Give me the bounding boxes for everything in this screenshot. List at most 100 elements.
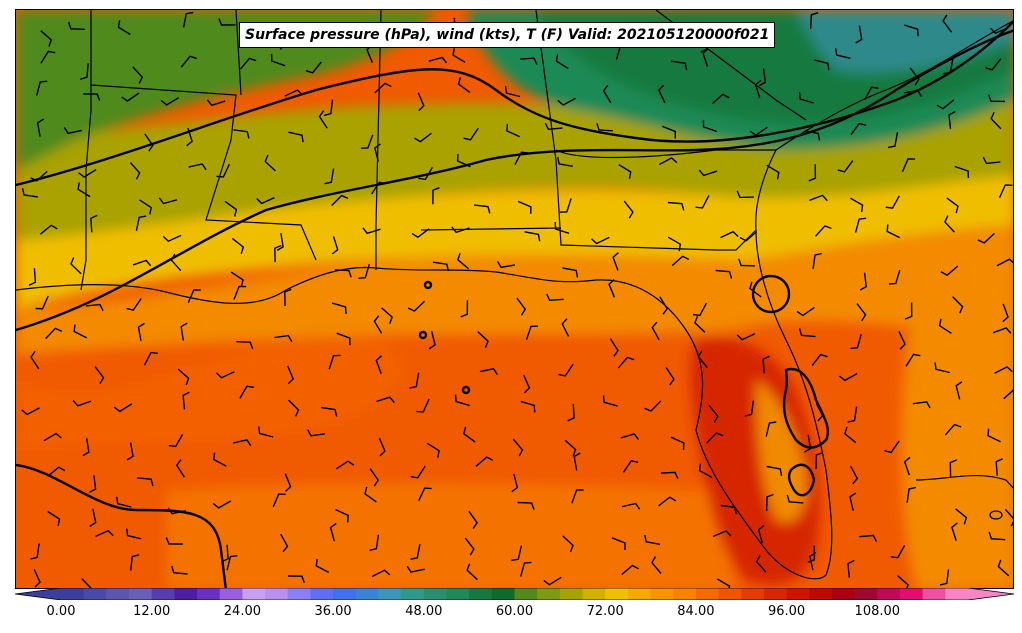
wind-barb bbox=[856, 303, 867, 322]
colorbar bbox=[15, 588, 1014, 600]
wind-barb bbox=[335, 508, 349, 523]
wind-barb bbox=[659, 296, 669, 315]
wind-barb bbox=[717, 578, 731, 588]
colorbar-swatch bbox=[197, 588, 221, 600]
wind-barb bbox=[736, 190, 754, 199]
wind-barb bbox=[670, 436, 685, 450]
wind-barb bbox=[407, 300, 425, 312]
wind-barb bbox=[506, 123, 520, 138]
wind-barb bbox=[129, 162, 141, 180]
wind-barb bbox=[996, 258, 1013, 267]
wind-barb bbox=[137, 477, 154, 487]
wind-barb bbox=[89, 508, 97, 527]
wind-barb bbox=[888, 269, 901, 285]
wind-barb bbox=[206, 99, 226, 107]
wind-barb bbox=[546, 293, 564, 302]
wind-barb bbox=[612, 252, 619, 271]
wind-barb bbox=[564, 439, 577, 457]
wind-barb bbox=[596, 123, 614, 132]
wind-barb bbox=[504, 86, 521, 98]
wind-barb bbox=[938, 318, 952, 334]
wind-barb bbox=[786, 494, 804, 504]
wind-barb bbox=[188, 163, 207, 171]
colorbar-swatch bbox=[378, 588, 402, 600]
wind-barb bbox=[621, 502, 641, 510]
wind-barb bbox=[324, 168, 335, 185]
colorbar-swatch bbox=[423, 588, 448, 600]
wind-barb bbox=[954, 165, 970, 179]
wind-barb bbox=[36, 118, 44, 137]
wind-barb bbox=[132, 259, 152, 267]
wind-barb bbox=[165, 537, 183, 545]
wind-barb bbox=[739, 231, 758, 242]
wind-barb bbox=[885, 195, 900, 209]
wind-barb bbox=[903, 24, 919, 37]
wind-barb bbox=[982, 156, 1001, 165]
wind-barb bbox=[426, 442, 440, 458]
wind-barb bbox=[702, 48, 709, 67]
wind-barb bbox=[695, 195, 710, 209]
wind-barb bbox=[83, 93, 101, 101]
wind-barb bbox=[903, 89, 923, 97]
wind-barb bbox=[804, 434, 812, 453]
wind-barb bbox=[70, 257, 82, 275]
wind-barb bbox=[73, 324, 88, 339]
wind-barb bbox=[375, 355, 382, 374]
wind-barb bbox=[158, 197, 178, 205]
wind-barb bbox=[212, 500, 232, 509]
wind-barb bbox=[644, 400, 662, 412]
wind-barb bbox=[671, 255, 690, 267]
wind-barb bbox=[82, 438, 90, 457]
wind-barb bbox=[543, 576, 562, 586]
wind-barb bbox=[617, 356, 635, 369]
colorbar-swatch bbox=[174, 588, 198, 600]
wind-barb bbox=[611, 537, 626, 550]
wind-barb bbox=[452, 48, 466, 63]
wind-barb bbox=[985, 58, 1002, 71]
wind-barb bbox=[272, 493, 286, 508]
wind-barb bbox=[130, 554, 140, 571]
wind-barb bbox=[517, 501, 535, 510]
wind-barb bbox=[708, 404, 719, 423]
wind-barb bbox=[416, 398, 430, 413]
wind-barb bbox=[90, 214, 98, 233]
wind-barb bbox=[994, 366, 1013, 374]
wind-barb bbox=[358, 264, 370, 279]
colorbar-swatch bbox=[786, 588, 810, 600]
wind-barb bbox=[47, 466, 66, 477]
wind-barb bbox=[414, 132, 432, 143]
wind-barb bbox=[221, 544, 229, 563]
wind-barb bbox=[378, 437, 386, 457]
wind-barb bbox=[562, 535, 574, 553]
wind-barb bbox=[463, 127, 479, 141]
wind-barb bbox=[180, 322, 188, 341]
colorbar-tick-label: 108.00 bbox=[854, 604, 901, 619]
wind-barb bbox=[561, 318, 570, 337]
wind-barb bbox=[256, 197, 275, 205]
wind-barb bbox=[558, 363, 574, 377]
wind-barb bbox=[859, 534, 878, 542]
wind-barb bbox=[43, 432, 62, 442]
wind-barb bbox=[697, 350, 708, 369]
wind-barb bbox=[602, 395, 618, 407]
wind-barb bbox=[988, 531, 1006, 541]
wind-barb bbox=[331, 194, 349, 206]
wind-barb bbox=[85, 303, 104, 312]
wind-barb bbox=[182, 391, 190, 410]
wind-barb bbox=[67, 21, 85, 30]
wind-barb bbox=[466, 563, 478, 581]
wind-barb bbox=[305, 61, 322, 74]
wind-barb bbox=[417, 92, 425, 112]
wind-barb bbox=[428, 331, 436, 350]
colorbar-swatch bbox=[355, 588, 380, 600]
wind-barb bbox=[216, 371, 235, 379]
wind-barb bbox=[331, 236, 339, 255]
wind-barb bbox=[847, 559, 855, 578]
wind-barb bbox=[671, 60, 688, 71]
wind-barb bbox=[364, 486, 377, 503]
wind-barb bbox=[609, 338, 619, 357]
wind-barb bbox=[952, 296, 964, 314]
wind-barb bbox=[934, 362, 950, 374]
wind-barb bbox=[912, 401, 931, 409]
wind-barb bbox=[904, 302, 913, 320]
